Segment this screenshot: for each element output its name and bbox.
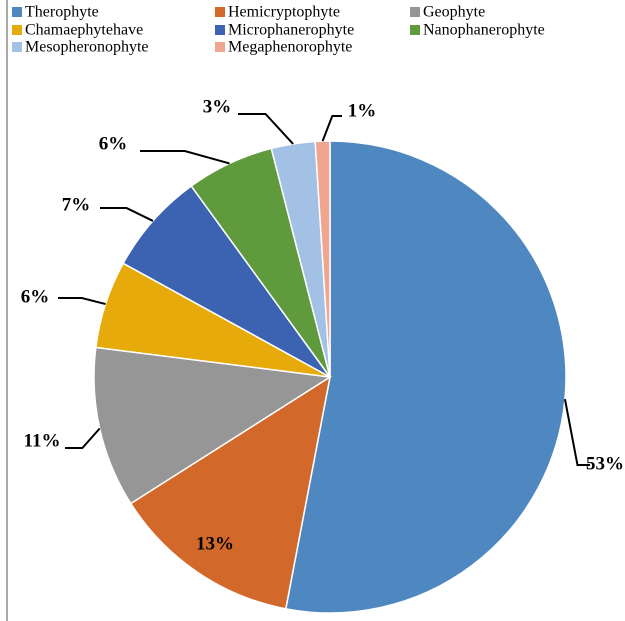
data-label: 6% [99,133,128,154]
legend: Therophyte Hemicryptophyte Geophyte Chamaep… [12,4,545,56]
legend-label: Chamaephytehave [25,22,143,39]
data-label: 7% [62,194,91,215]
legend-swatch [215,25,225,35]
pie: 53% 13% 11% 6% 7% 6% 3% 1% [21,96,624,614]
data-label: 3% [203,96,232,117]
leader-line [321,115,342,142]
data-label: 13% [196,533,234,554]
data-label: 53% [586,453,624,474]
leader-line [238,113,294,145]
legend-swatch [215,42,225,52]
data-label: 11% [24,430,61,451]
leader-line [563,399,590,466]
pie-slice [122,185,331,378]
leader-line [58,297,106,306]
leader-line [65,427,101,449]
legend-label: Megaphenorophyte [228,39,352,56]
data-label: 1% [348,100,377,121]
legend-label: Nanophanerophyte [423,22,545,39]
pie-slice [93,346,333,505]
legend-swatch [410,25,420,35]
leader-line [100,207,154,222]
legend-swatch [215,7,225,17]
legend-swatch [12,7,22,17]
legend-label: Hemicryptophyte [228,4,340,21]
legend-label: Therophyte [25,4,99,21]
legend-swatch [410,7,420,17]
legend-label: Geophyte [423,4,485,21]
legend-swatch [12,25,22,35]
pie-slice [314,140,331,378]
pie-slice [284,140,567,614]
pie-slice [129,375,332,610]
leader-line [140,150,230,165]
legend-label: Microphanerophyte [228,22,354,39]
data-label: 6% [21,286,50,307]
legend-swatch [12,42,22,52]
legend-label: Mesopheronophyte [25,39,149,56]
